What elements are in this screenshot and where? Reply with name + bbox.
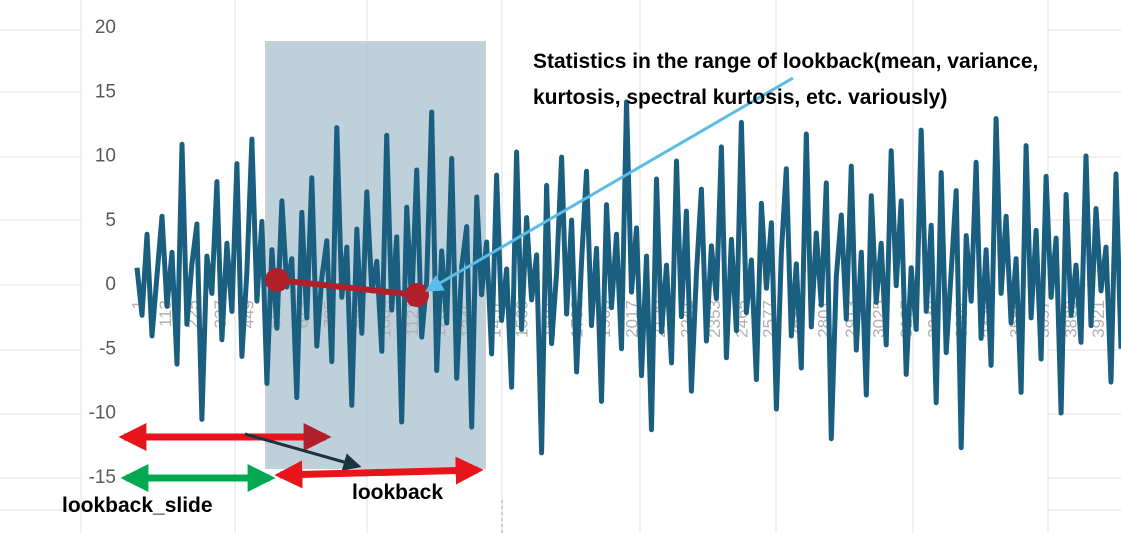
y-tick-label: 20 bbox=[95, 17, 116, 38]
y-tick-label: -15 bbox=[89, 467, 116, 488]
series-line bbox=[134, 99, 1121, 456]
y-tick-label: -5 bbox=[99, 338, 116, 359]
y-axis-ticks: 20 15 10 5 0 -5 -10 -15 bbox=[89, 17, 116, 488]
y-tick-label: 15 bbox=[95, 81, 116, 102]
statistics-point-start bbox=[265, 268, 289, 292]
statistics-arrow bbox=[424, 76, 794, 292]
x-tick-label: 113 bbox=[156, 300, 175, 327]
lookback-label: lookback bbox=[352, 481, 443, 504]
x-tick-label: 3809 bbox=[1062, 300, 1081, 338]
statistics-marker-group bbox=[265, 268, 429, 307]
x-tick-label: 1 bbox=[128, 300, 147, 309]
x-tick-label: 1121 bbox=[403, 300, 422, 337]
statistics-connector bbox=[276, 277, 418, 298]
lookback-arrow bbox=[274, 456, 484, 489]
y-tick-label: -10 bbox=[89, 403, 116, 424]
y-tick-label: 0 bbox=[105, 274, 116, 295]
y-tick-label: 10 bbox=[95, 146, 116, 167]
statistics-text-line2: kurtosis, spectral kurtosis, etc. variou… bbox=[533, 86, 947, 109]
lookback-slide-label: lookback_slide bbox=[62, 494, 213, 517]
statistics-text-line1: Statistics in the range of lookback(mean… bbox=[533, 50, 1038, 73]
statistics-point-end bbox=[405, 283, 429, 307]
y-tick-label: 5 bbox=[105, 210, 116, 231]
series-path bbox=[134, 99, 1121, 456]
x-tick-label: 2017 bbox=[622, 300, 641, 338]
